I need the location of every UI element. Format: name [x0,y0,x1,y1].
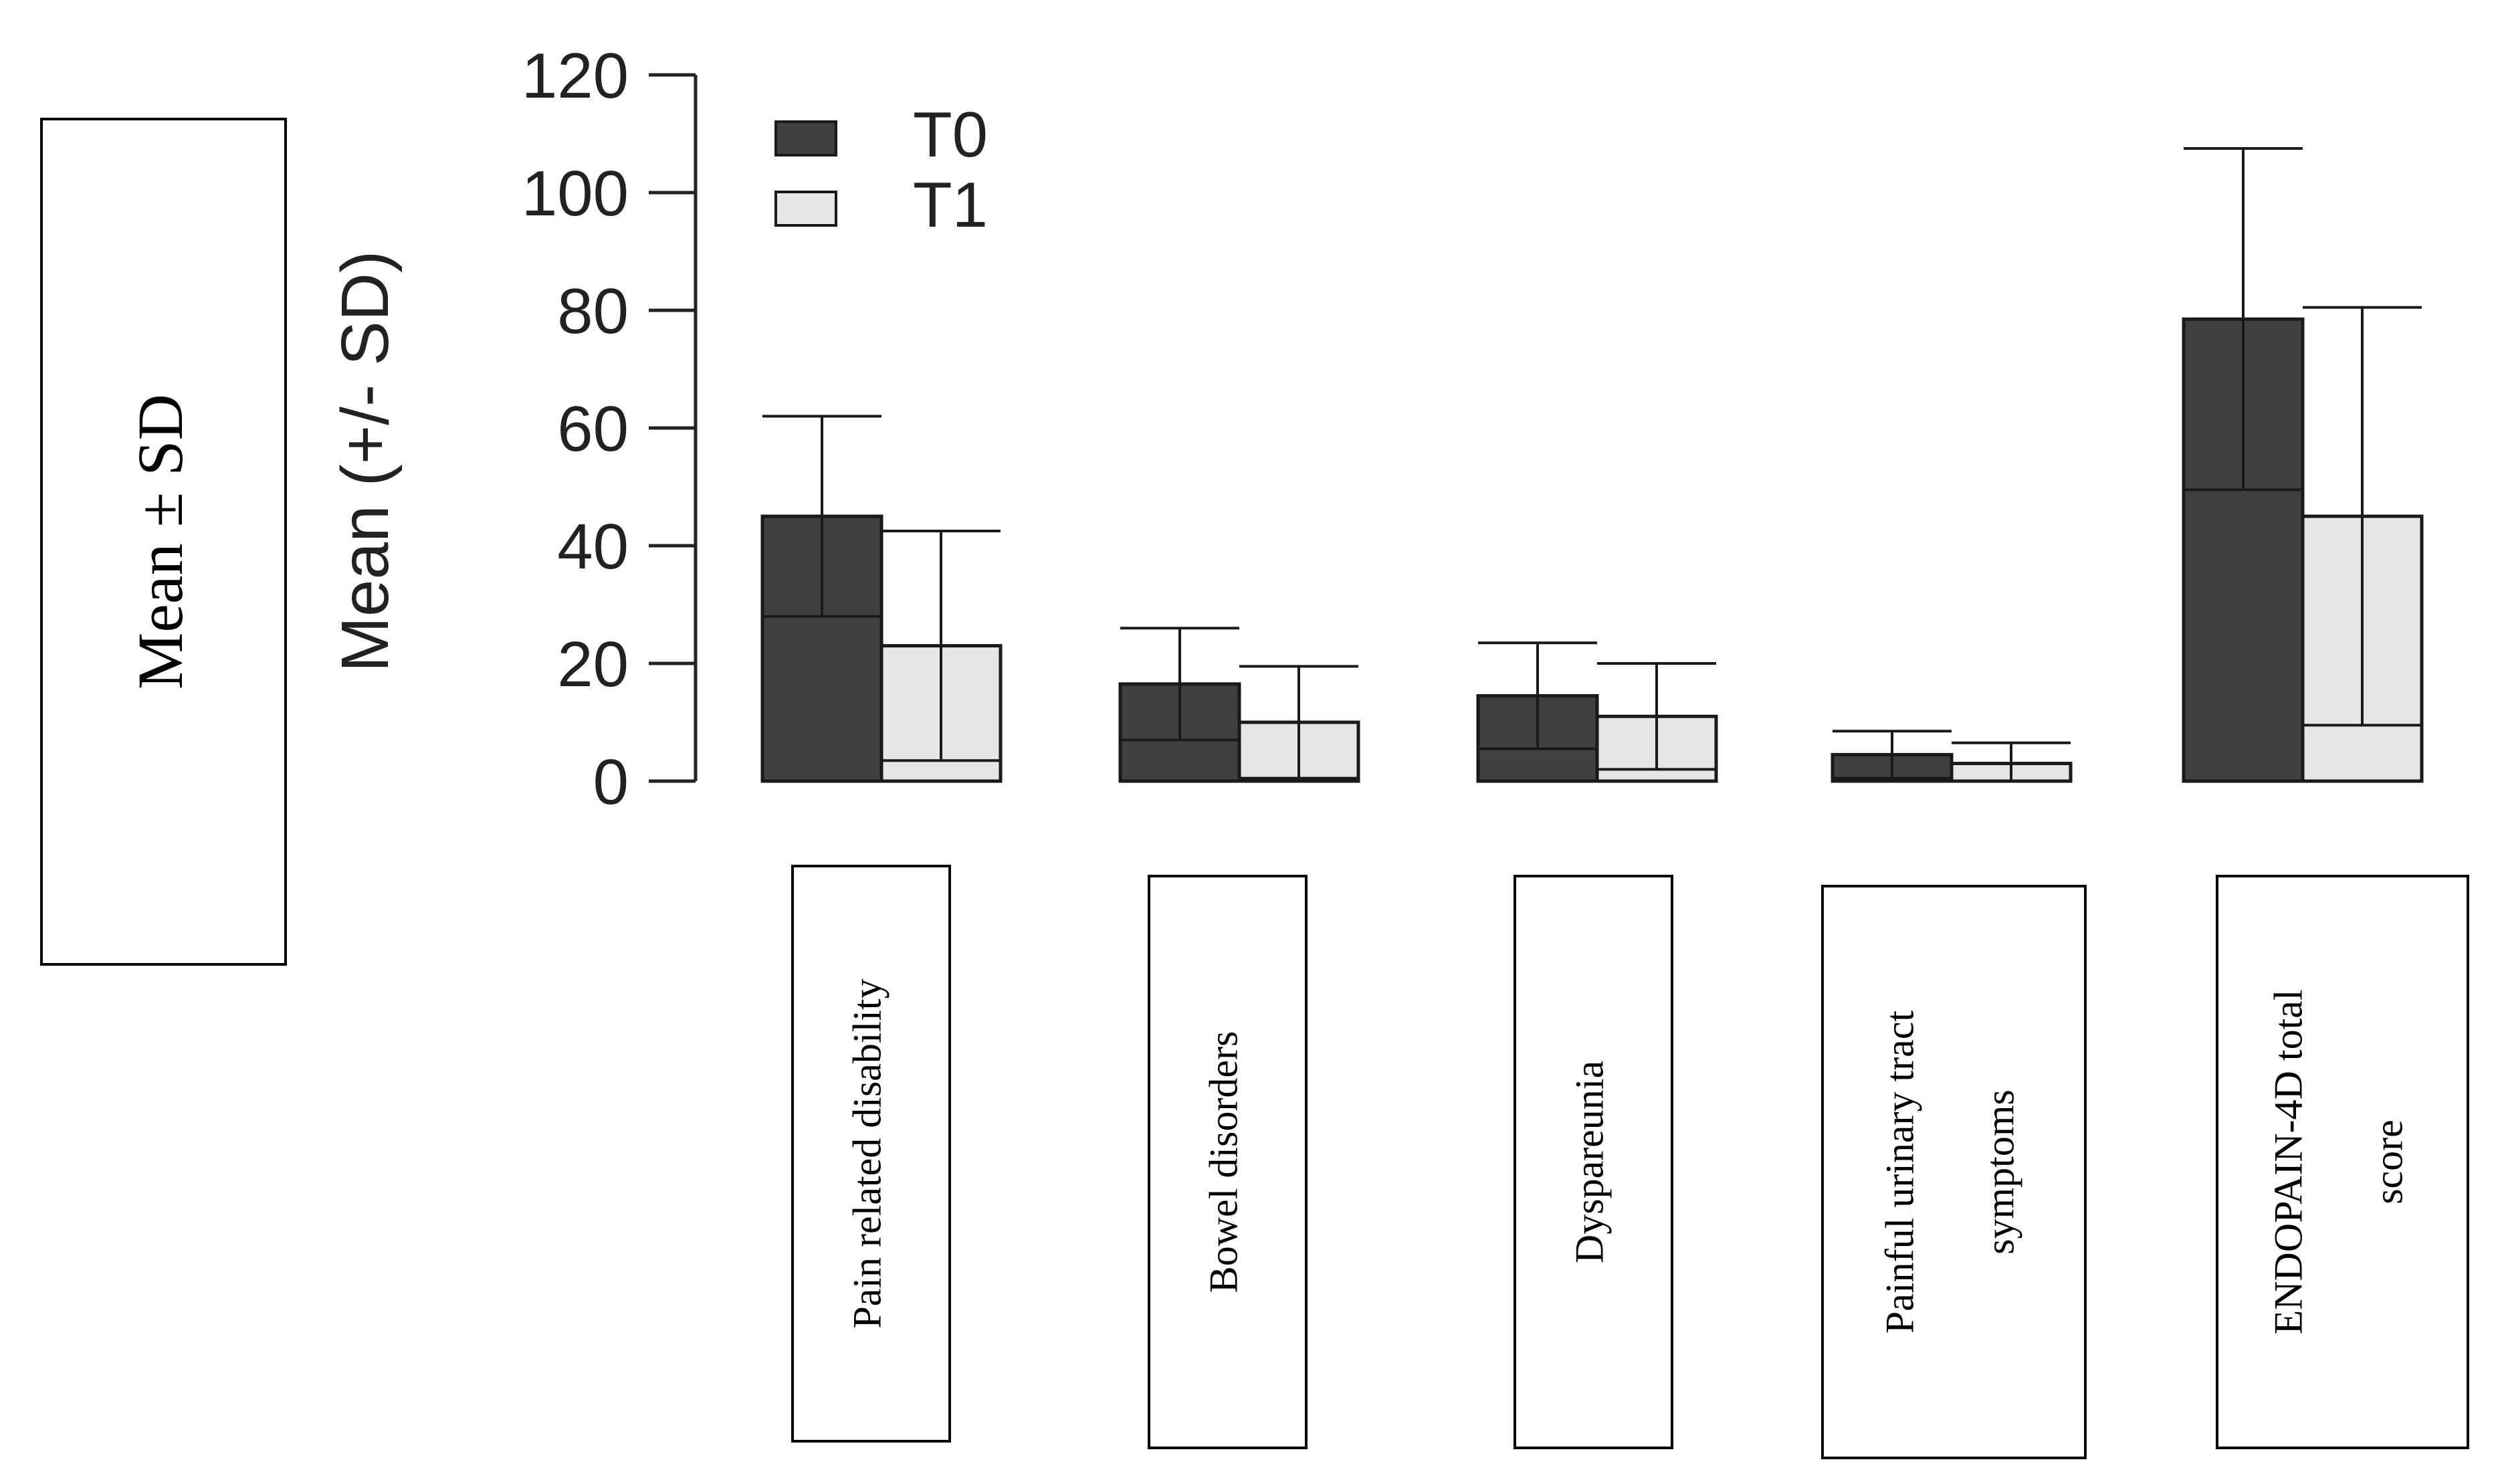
category-label: Bowel disorders [1201,1031,1245,1293]
y-tick-label: 80 [557,276,629,347]
category-label: Dyspareunia [1567,1061,1611,1263]
category-label: symptoms [1978,1089,2022,1255]
legend-swatch-T1 [774,191,837,227]
category-label-box [2216,875,2469,1449]
y-axis: 0 20 40 60 80 100 120 [522,40,698,818]
category-label: score [2366,1120,2410,1204]
category-label: Painful urinary tract [1877,1011,1921,1334]
legend-label-T0: T0 [913,99,988,171]
side-label: Mean ± SD [124,394,196,690]
bars [760,147,2424,783]
category-label-box [1148,875,1308,1449]
category-label: Pain related disability [845,978,889,1328]
y-tick-label: 0 [593,746,629,818]
y-tick-label: 120 [522,40,629,112]
y-tick-label: 60 [557,393,629,465]
category-label: ENDOPAIN-4D total [2266,989,2310,1334]
y-tick-label: 40 [557,511,629,582]
legend-label-T1: T1 [913,169,988,241]
category-labels: Pain related disability Bowel disorders Dy… [791,865,2469,1459]
side-label-box: Mean ± SD [40,118,287,966]
category-label-box [791,865,951,1443]
category-label-box [1514,875,1673,1449]
legend-swatch-T0 [774,120,837,156]
y-axis-label: Mean (+/- SD) [328,251,403,673]
y-tick-label: 100 [522,158,629,229]
y-tick-label: 20 [557,629,629,700]
category-label-box [1821,885,2087,1459]
